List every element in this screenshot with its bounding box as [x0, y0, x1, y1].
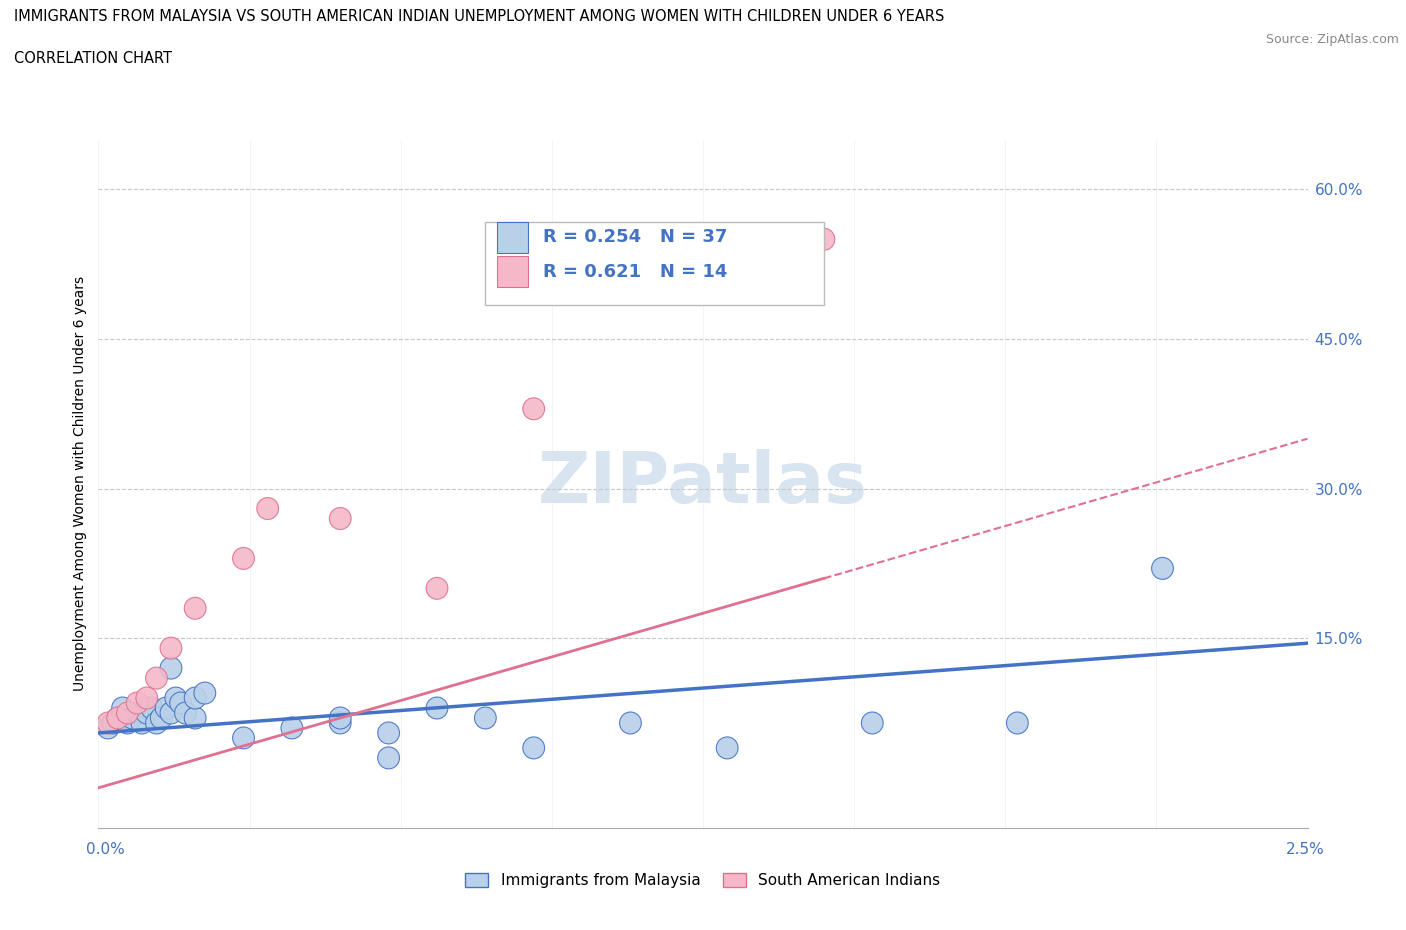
Ellipse shape	[127, 702, 148, 724]
Ellipse shape	[232, 548, 254, 569]
Ellipse shape	[232, 727, 254, 749]
Bar	[498, 222, 527, 253]
Ellipse shape	[107, 707, 129, 729]
Ellipse shape	[1007, 712, 1028, 734]
Bar	[498, 257, 527, 287]
Ellipse shape	[107, 707, 129, 729]
Ellipse shape	[184, 707, 207, 729]
Ellipse shape	[813, 228, 835, 250]
Text: ZIPatlas: ZIPatlas	[538, 449, 868, 518]
Ellipse shape	[111, 707, 134, 729]
Ellipse shape	[170, 692, 191, 714]
Ellipse shape	[523, 398, 544, 419]
Text: 0.0%: 0.0%	[86, 842, 125, 857]
Ellipse shape	[474, 707, 496, 729]
Ellipse shape	[127, 692, 148, 714]
Text: Source: ZipAtlas.com: Source: ZipAtlas.com	[1265, 33, 1399, 46]
Ellipse shape	[426, 578, 449, 599]
Ellipse shape	[150, 707, 172, 729]
Ellipse shape	[329, 508, 352, 529]
Y-axis label: Unemployment Among Women with Children Under 6 years: Unemployment Among Women with Children U…	[73, 276, 87, 691]
Ellipse shape	[174, 702, 197, 724]
Ellipse shape	[329, 712, 352, 734]
Ellipse shape	[160, 702, 181, 724]
Ellipse shape	[146, 712, 167, 734]
Ellipse shape	[862, 712, 883, 734]
Text: IMMIGRANTS FROM MALAYSIA VS SOUTH AMERICAN INDIAN UNEMPLOYMENT AMONG WOMEN WITH : IMMIGRANTS FROM MALAYSIA VS SOUTH AMERIC…	[14, 9, 945, 24]
Ellipse shape	[117, 712, 138, 734]
Ellipse shape	[620, 712, 641, 734]
Ellipse shape	[97, 717, 120, 739]
Ellipse shape	[194, 682, 215, 704]
Text: 2.5%: 2.5%	[1285, 842, 1324, 857]
Ellipse shape	[141, 698, 163, 719]
Text: R = 0.621   N = 14: R = 0.621 N = 14	[543, 262, 728, 281]
Ellipse shape	[136, 702, 157, 724]
Ellipse shape	[165, 687, 187, 709]
Ellipse shape	[378, 747, 399, 769]
Ellipse shape	[378, 722, 399, 744]
Legend: Immigrants from Malaysia, South American Indians: Immigrants from Malaysia, South American…	[460, 867, 946, 895]
Ellipse shape	[426, 698, 449, 719]
Ellipse shape	[121, 707, 143, 729]
Ellipse shape	[184, 597, 207, 619]
Ellipse shape	[160, 658, 181, 679]
Ellipse shape	[117, 702, 138, 724]
Ellipse shape	[97, 712, 120, 734]
Ellipse shape	[523, 737, 544, 759]
Ellipse shape	[716, 737, 738, 759]
Ellipse shape	[136, 698, 157, 719]
Ellipse shape	[329, 707, 352, 729]
FancyBboxPatch shape	[485, 222, 824, 305]
Ellipse shape	[146, 667, 167, 689]
Text: CORRELATION CHART: CORRELATION CHART	[14, 51, 172, 66]
Ellipse shape	[155, 698, 177, 719]
Ellipse shape	[1152, 557, 1174, 579]
Text: R = 0.254   N = 37: R = 0.254 N = 37	[543, 228, 728, 246]
Ellipse shape	[103, 712, 124, 734]
Ellipse shape	[160, 637, 181, 659]
Ellipse shape	[131, 712, 153, 734]
Ellipse shape	[281, 717, 302, 739]
Ellipse shape	[136, 687, 157, 709]
Ellipse shape	[257, 498, 278, 520]
Ellipse shape	[184, 687, 207, 709]
Ellipse shape	[111, 698, 134, 719]
